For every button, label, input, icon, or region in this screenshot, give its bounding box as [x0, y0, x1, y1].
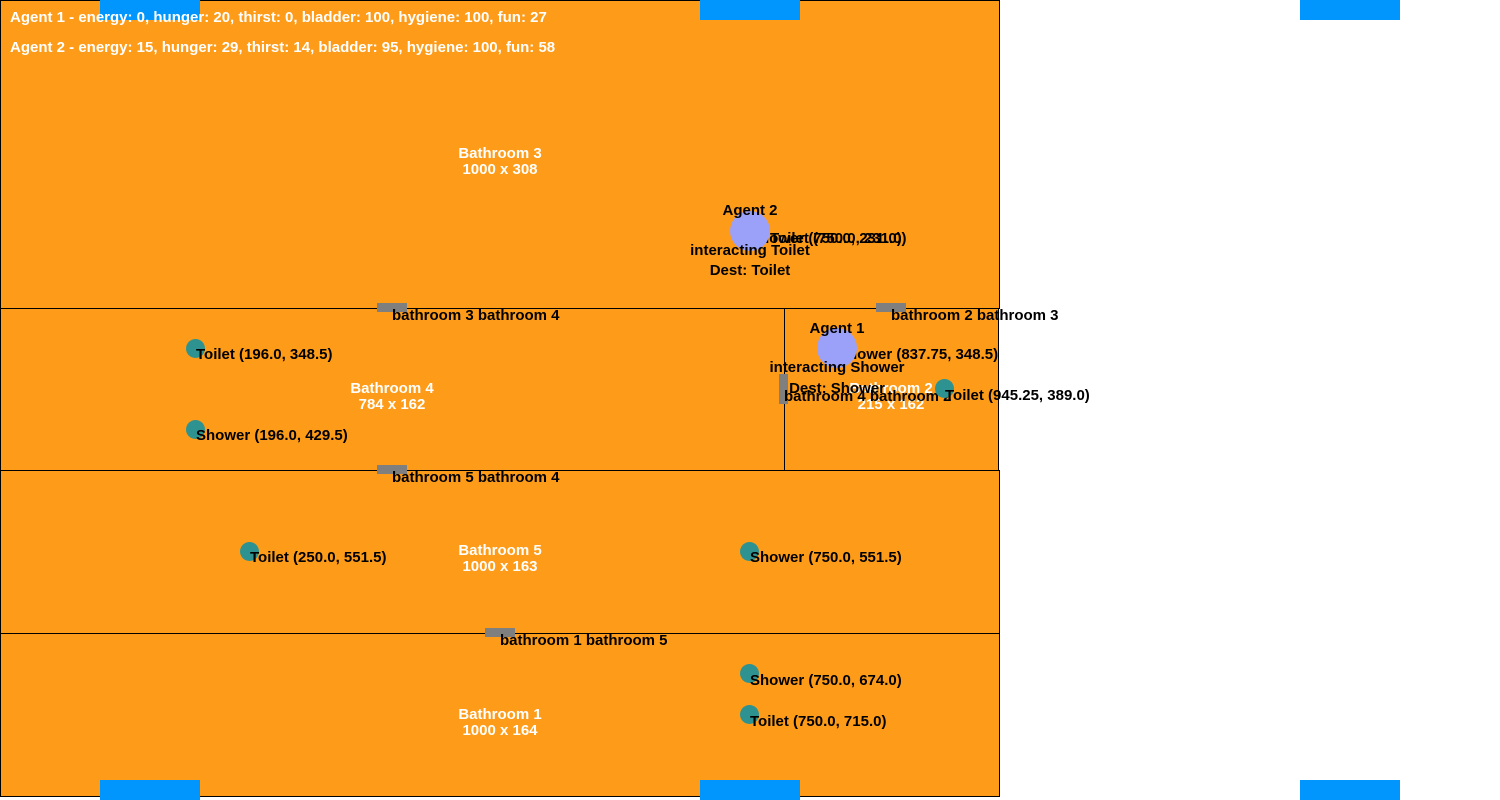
room-name: Bathroom 3 [458, 145, 542, 162]
room-name: Bathroom 4 [350, 380, 434, 397]
room-bathroom-5 [0, 470, 1000, 634]
room-label-bathroom-3: Bathroom 3 1000 x 308 [458, 146, 541, 178]
agent-2-dest: Dest: Toilet [709, 262, 791, 279]
agent-1[interactable] [817, 328, 857, 368]
agent-1-dest: Dest: Shower [789, 380, 885, 397]
room-bathroom-1 [0, 633, 1000, 797]
room-bathroom-2 [784, 308, 999, 471]
shower-icon[interactable] [740, 664, 759, 683]
room-label-bathroom-1: Bathroom 1 1000 x 164 [458, 707, 541, 739]
toilet-label: Toilet (196.0, 348.5) [196, 346, 333, 363]
edge-bar [1300, 780, 1400, 800]
agent-1-name: Agent 1 [809, 320, 865, 337]
toilet-icon[interactable] [186, 339, 205, 358]
door-bathroom-3-4[interactable] [377, 303, 407, 312]
agent-2[interactable] [730, 211, 770, 251]
shower-icon[interactable] [186, 420, 205, 439]
agent-2-name: Agent 2 [722, 202, 778, 219]
room-name: Bathroom 1 [458, 706, 542, 723]
agent-1-status: interacting Shower [769, 359, 905, 376]
room-size: 1000 x 308 [462, 161, 538, 178]
agent-2-status: interacting Toilet [690, 242, 810, 259]
door-label: bathroom 4 bathroom 2 [784, 388, 952, 405]
room-name: Bathroom 2 [849, 380, 933, 397]
room-label-bathroom-4: Bathroom 4 784 x 162 [350, 381, 433, 413]
toilet-label: Toilet (945.25, 389.0) [945, 387, 1090, 404]
toilet-label: Toilet (750.0, 715.0) [750, 713, 887, 730]
edge-bar [700, 780, 800, 800]
door-label: bathroom 5 bathroom 4 [392, 469, 560, 486]
toilet-icon[interactable] [935, 379, 954, 398]
room-size: 1000 x 164 [462, 722, 538, 739]
shower-label: Shower (750.0, 231.0) [750, 230, 902, 247]
room-bathroom-3 [0, 0, 1000, 309]
toilet-icon[interactable] [740, 705, 759, 724]
door-bathroom-2-3[interactable] [876, 303, 906, 312]
edge-bar [1300, 0, 1400, 20]
room-size: 1000 x 163 [462, 558, 538, 575]
room-label-bathroom-5: Bathroom 5 1000 x 163 [458, 543, 541, 575]
agent-1-stats: Agent 1 - energy: 0, hunger: 20, thirst:… [10, 9, 547, 26]
shower-icon[interactable] [740, 542, 759, 561]
door-bathroom-1-5[interactable] [485, 628, 515, 637]
edge-bar [100, 0, 200, 20]
door-label: bathroom 2 bathroom 3 [891, 307, 1059, 324]
shower-label: Shower (750.0, 674.0) [750, 672, 902, 689]
door-bathroom-4-2[interactable] [779, 374, 788, 404]
toilet-label: Toilet (750.0, 231.0) [770, 230, 907, 247]
shower-label: Shower (750.0, 551.5) [750, 549, 902, 566]
shower-label: Shower (837.75, 348.5) [838, 346, 999, 363]
shower-label: Shower (196.0, 429.5) [196, 427, 348, 444]
agent-2-stats: Agent 2 - energy: 15, hunger: 29, thirst… [10, 39, 556, 56]
toilet-label: Toilet (250.0, 551.5) [250, 549, 387, 566]
room-size: 784 x 162 [358, 396, 426, 413]
door-bathroom-5-4[interactable] [377, 465, 407, 474]
door-label: bathroom 3 bathroom 4 [392, 307, 560, 324]
room-size: 215 x 162 [857, 396, 925, 413]
toilet-icon[interactable] [240, 542, 259, 561]
edge-bar [100, 780, 200, 800]
door-label: bathroom 1 bathroom 5 [500, 632, 668, 649]
room-bathroom-4 [0, 308, 785, 471]
room-name: Bathroom 5 [458, 542, 542, 559]
room-label-bathroom-2: Bathroom 2 215 x 162 [849, 381, 932, 413]
edge-bar [700, 0, 800, 20]
